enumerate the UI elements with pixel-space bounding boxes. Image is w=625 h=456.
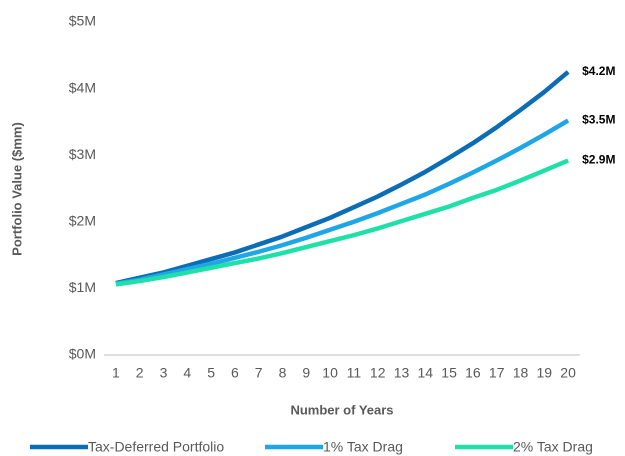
x-tick-label: 6 <box>231 365 239 381</box>
y-tick-label: $5M <box>69 13 96 29</box>
x-axis-title: Number of Years <box>290 402 393 417</box>
x-tick-label: 8 <box>279 365 287 381</box>
legend-label: Tax-Deferred Portfolio <box>88 439 224 455</box>
x-tick-label: 14 <box>418 365 434 381</box>
x-tick-label: 9 <box>302 365 310 381</box>
x-tick-label: 2 <box>136 365 144 381</box>
x-tick-label: 17 <box>489 365 505 381</box>
x-tick-label: 4 <box>183 365 191 381</box>
x-tick-label: 18 <box>513 365 529 381</box>
series-line <box>115 118 570 286</box>
x-tick-label: 7 <box>255 365 263 381</box>
x-tick-label: 1 <box>112 365 120 381</box>
x-tick-label: 12 <box>370 365 386 381</box>
legend-label: 1% Tax Drag <box>323 439 403 455</box>
legend-label: 2% Tax Drag <box>513 439 593 455</box>
x-tick-label: 16 <box>465 365 481 381</box>
value-label: $2.9M <box>582 153 615 167</box>
value-label: $4.2M <box>582 64 615 78</box>
x-tick-label: 13 <box>394 365 410 381</box>
y-tick-label: $4M <box>69 79 96 95</box>
x-tick-label: 19 <box>537 365 553 381</box>
y-axis-title: Portfolio Value ($mm) <box>9 122 24 256</box>
y-tick-label: $1M <box>69 279 96 295</box>
value-label: $3.5M <box>582 113 615 127</box>
x-tick-label: 15 <box>441 365 457 381</box>
x-tick-label: 3 <box>160 365 168 381</box>
x-tick-label: 11 <box>347 365 362 381</box>
x-tick-label: 20 <box>560 365 576 381</box>
x-tick-label: 10 <box>322 365 338 381</box>
series-line <box>115 70 570 286</box>
y-tick-label: $0M <box>69 346 96 362</box>
y-tick-label: $2M <box>69 213 96 229</box>
x-tick-label: 5 <box>207 365 215 381</box>
series-line <box>115 158 569 287</box>
y-tick-label: $3M <box>69 146 96 162</box>
